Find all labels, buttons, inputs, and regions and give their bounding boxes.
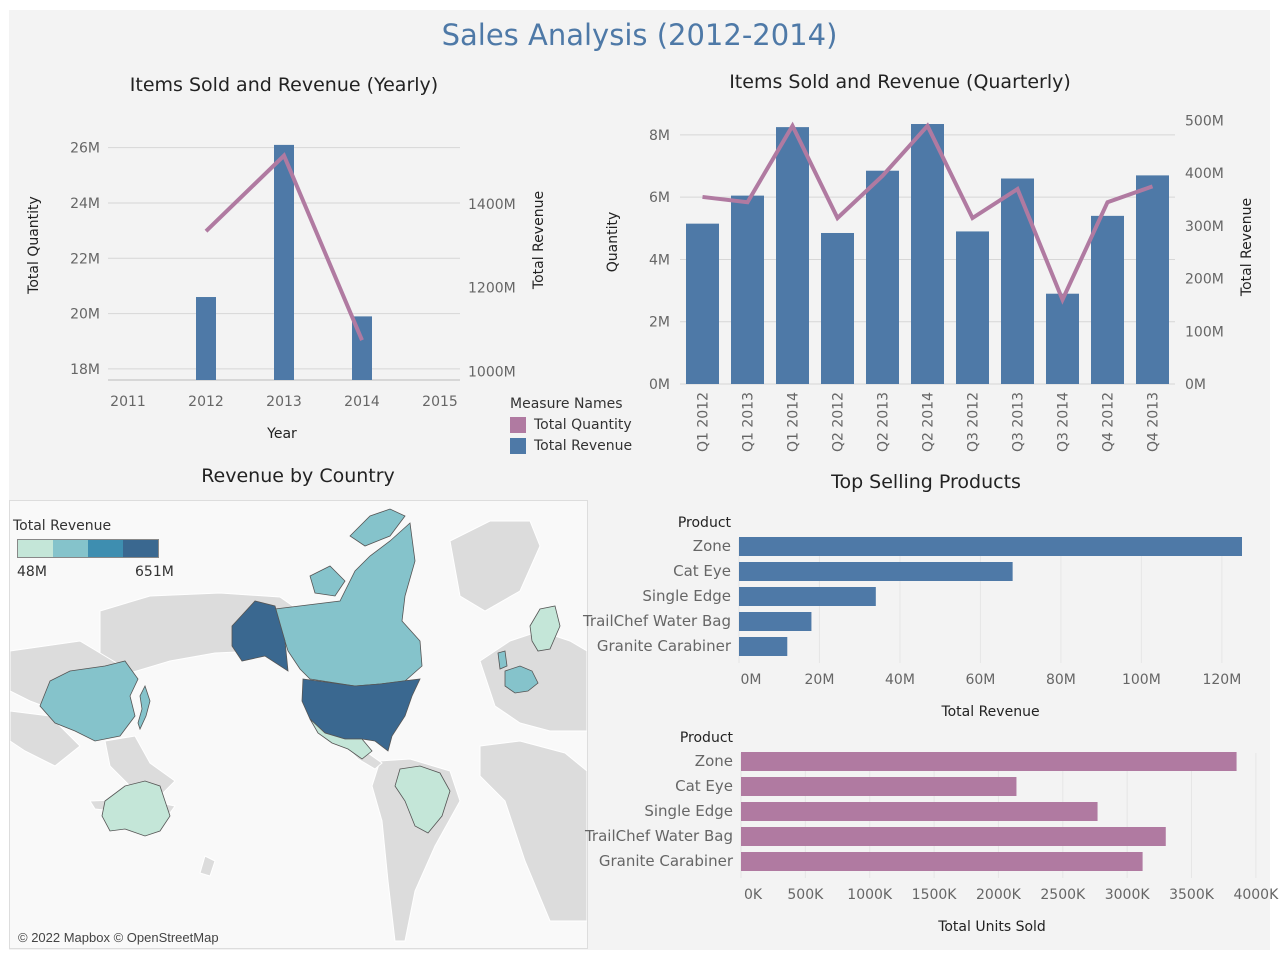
japan-shape (137, 684, 151, 731)
yearly-y2-tick: 1000M (468, 365, 516, 381)
yearly-x-tick: 2013 (266, 394, 302, 410)
yearly-bar (196, 297, 216, 380)
map-legend-swatch-1 (18, 540, 53, 557)
dashboard-title: Sales Analysis (2012-2014) (441, 18, 838, 52)
yearly-y-axis-title: Total Quantity (26, 196, 42, 295)
map-legend-bar (17, 539, 159, 558)
map-legend-min: 48M (17, 564, 47, 580)
yearly-y-tick: 20M (70, 307, 100, 323)
legend-swatch-quantity (510, 417, 526, 433)
yearly-y2-axis-title: Total Revenue (531, 191, 547, 290)
legend-item-quantity[interactable]: Total Quantity (510, 417, 632, 433)
map-credit[interactable]: © 2022 Mapbox © OpenStreetMap (18, 930, 219, 945)
measure-legend: Measure Names Total Quantity Total Reven… (510, 396, 632, 454)
scandinavia-shape (529, 605, 561, 652)
china-shape (39, 660, 139, 742)
yearly-quantity-line (204, 152, 364, 341)
greenland-land (449, 520, 541, 612)
southeast-asia-land (104, 735, 176, 797)
map-legend-swatch-3 (88, 540, 123, 557)
quarterly-chart-title: Items Sold and Revenue (Quarterly) (729, 71, 1071, 93)
yearly-x-tick: 2014 (344, 394, 380, 410)
yearly-y-tick: 22M (70, 251, 100, 267)
legend-label-quantity: Total Quantity (534, 417, 632, 433)
legend-item-revenue[interactable]: Total Revenue (510, 438, 632, 454)
yearly-bar (274, 144, 294, 380)
brazil-shape (394, 765, 451, 834)
canada-shape (274, 522, 423, 687)
yearly-y-tick: 26M (70, 141, 100, 157)
canada-islands (309, 508, 406, 597)
world-map[interactable] (10, 501, 587, 948)
uk-shape (497, 650, 508, 670)
yearly-x-tick: 2011 (110, 394, 146, 410)
yearly-y2-tick: 1400M (468, 197, 516, 213)
yearly-x-tick: 2015 (422, 394, 458, 410)
yearly-y-tick: 18M (70, 362, 100, 378)
nz-land (199, 855, 216, 877)
legend-title: Measure Names (510, 396, 623, 412)
yearly-y2-tick: 1200M (468, 281, 516, 297)
map-panel[interactable]: Total Revenue 48M 651M © 2022 Mapbox © O… (9, 500, 588, 949)
map-legend-max: 651M (135, 564, 174, 580)
alaska-shape (231, 600, 289, 672)
map-legend-swatch-4 (123, 540, 158, 557)
africa-land (479, 740, 587, 922)
yearly-chart: 18M 20M 22M 24M 26M 1000M 1200M 1400M 2011 2012 20… (26, 141, 547, 442)
europe-countries (504, 665, 539, 694)
legend-label-revenue: Total Revenue (534, 438, 633, 454)
legend-swatch-revenue (510, 438, 526, 454)
yearly-chart-title: Items Sold and Revenue (Yearly) (129, 74, 439, 96)
products-chart-title: Top Selling Products (831, 471, 1021, 493)
yearly-x-axis-title: Year (266, 426, 297, 442)
map-legend-title: Total Revenue (13, 518, 112, 534)
australia-shape (101, 780, 171, 837)
map-legend-swatch-2 (53, 540, 88, 557)
mexico-shape (309, 718, 373, 760)
yearly-y-tick: 24M (70, 196, 100, 212)
yearly-x-tick: 2012 (188, 394, 224, 410)
map-title: Revenue by Country (201, 465, 395, 487)
